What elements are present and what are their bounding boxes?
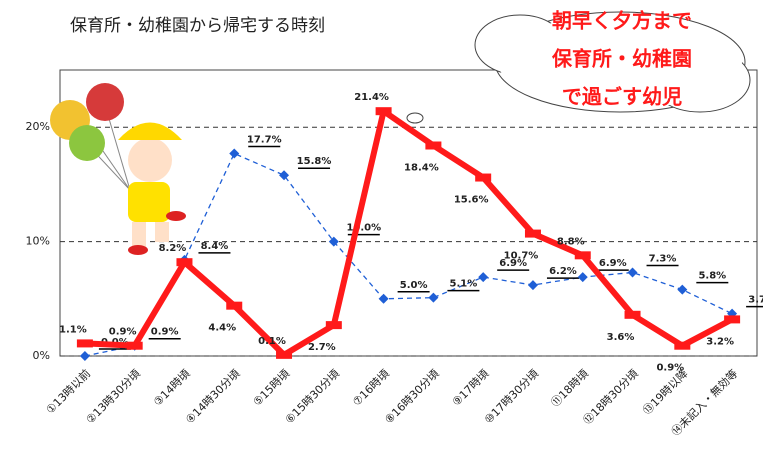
x-tick-label: ⑦16時頃: [350, 367, 392, 409]
x-tick-label: ⑤15時頃: [251, 367, 293, 409]
value-label: 17.7%: [247, 135, 282, 146]
point: [428, 293, 438, 303]
point: [628, 267, 638, 277]
x-tick-label: ⑨17時頃: [450, 367, 492, 409]
chart: 保育所・幼稚園から帰宅する時刻 朝早く夕方まで 保育所・幼稚園 で過ごす幼児 0…: [0, 0, 763, 450]
value-label: 0.9%: [109, 327, 137, 338]
point: [276, 351, 292, 359]
point: [677, 285, 687, 295]
value-label: 0.9%: [656, 363, 684, 374]
point: [528, 280, 538, 290]
value-label: 8.4%: [201, 241, 229, 252]
point: [229, 149, 239, 159]
callout-text: 保育所・幼稚園: [551, 47, 692, 71]
value-label: 5.0%: [400, 280, 428, 291]
value-label: 21.4%: [354, 92, 389, 103]
point: [724, 315, 740, 323]
x-tick-label: ⑬19時以降: [640, 366, 691, 417]
value-label: 8.2%: [159, 243, 187, 254]
value-label: 3.6%: [607, 332, 635, 343]
value-label: 5.8%: [698, 271, 726, 282]
point: [279, 170, 289, 180]
value-label: 6.2%: [549, 266, 577, 277]
x-tick-label: ⑪18時頃: [549, 367, 591, 409]
y-tick-label: 0%: [33, 349, 50, 362]
value-label: 10.7%: [504, 251, 539, 262]
value-label: 15.6%: [454, 195, 489, 206]
point: [379, 294, 389, 304]
point: [425, 142, 441, 150]
value-label: 10.0%: [346, 223, 381, 234]
value-label: 4.4%: [208, 323, 236, 334]
point: [127, 342, 143, 350]
value-label: 5.1%: [450, 279, 478, 290]
value-label: 1.1%: [59, 324, 87, 335]
illustration: [50, 83, 186, 255]
value-label: 18.4%: [404, 163, 439, 174]
point: [475, 174, 491, 182]
point: [674, 342, 690, 350]
point: [326, 321, 342, 329]
point: [478, 272, 488, 282]
page: {"chart_data": {"type": "line", "title":…: [0, 0, 763, 450]
point: [625, 311, 641, 319]
value-label: 6.9%: [599, 258, 627, 269]
value-label: 0.9%: [151, 327, 179, 338]
point: [176, 258, 192, 266]
y-tick-label: 20%: [26, 120, 50, 133]
value-label: 3.2%: [706, 336, 734, 347]
callout-text: で過ごす幼児: [562, 85, 682, 109]
y-tick-label: 10%: [26, 235, 50, 248]
value-label: 7.3%: [649, 253, 677, 264]
x-tick-label: ①13時以前: [43, 366, 93, 416]
value-label: 8.8%: [557, 236, 585, 247]
chart-title: 保育所・幼稚園から帰宅する時刻: [70, 16, 325, 36]
point: [575, 251, 591, 259]
point: [578, 272, 588, 282]
value-label: 3.7%: [748, 295, 763, 306]
point: [525, 230, 541, 238]
point: [226, 302, 242, 310]
x-tick-label: ③14時頃: [151, 367, 193, 409]
value-label: 2.7%: [308, 342, 336, 353]
point: [77, 339, 93, 347]
point: [376, 107, 392, 115]
series-line: [85, 154, 732, 356]
value-label: 15.8%: [297, 156, 332, 167]
callout-text: 朝早く夕方まで: [552, 9, 692, 33]
point: [80, 351, 90, 361]
value-label: 0.1%: [258, 336, 286, 347]
